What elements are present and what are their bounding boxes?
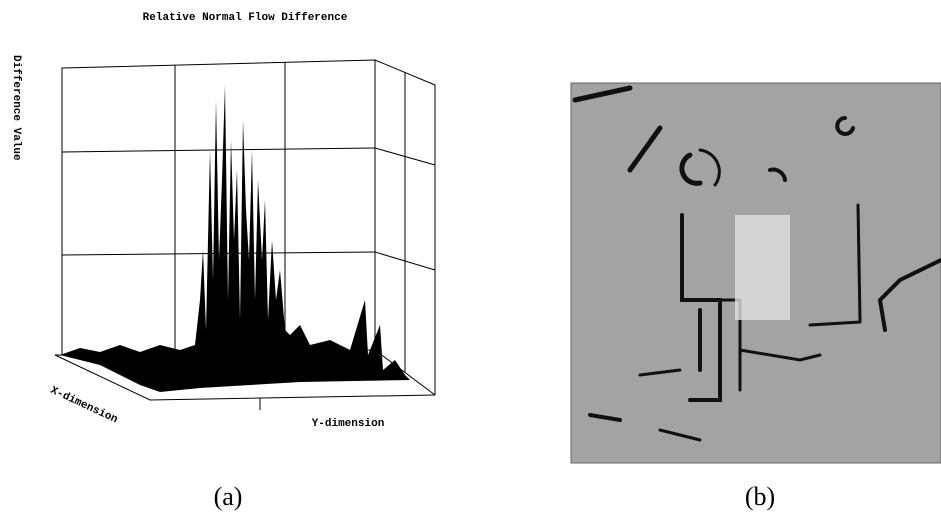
plot-box <box>54 59 436 410</box>
panel-b: (b) <box>570 82 941 511</box>
caption: (a) <box>214 482 243 511</box>
image-highlight <box>735 215 790 320</box>
surface <box>60 85 410 392</box>
plot-title: Relative Normal Flow Difference <box>143 12 348 24</box>
caption: (b) <box>745 482 775 511</box>
x-axis-label: X-dimension <box>48 385 119 427</box>
z-axis-label: Difference Value <box>10 55 22 161</box>
y-axis-label: Y-dimension <box>312 418 385 430</box>
panel-a: Relative Normal Flow Difference Differen… <box>10 12 436 511</box>
